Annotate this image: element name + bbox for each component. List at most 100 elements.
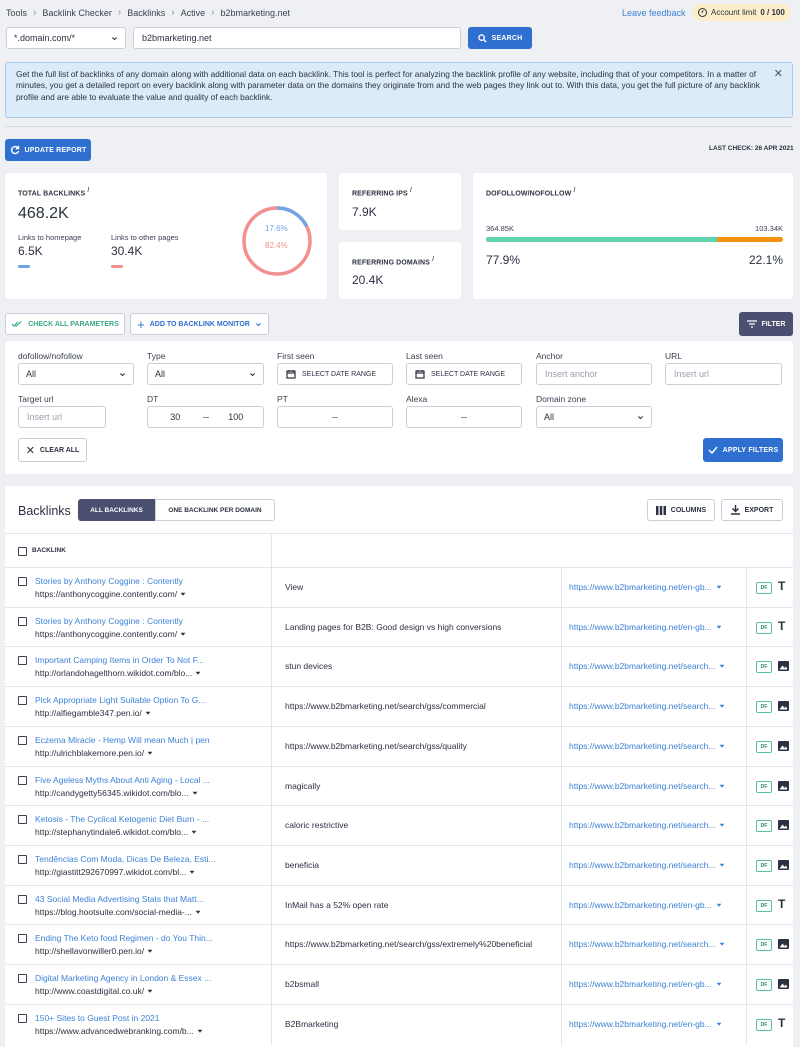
row-checkbox[interactable] <box>18 815 27 825</box>
search-input[interactable]: b2bmarketing.net <box>133 27 461 49</box>
tab-one-per-domain[interactable]: One backlink per domain <box>155 499 275 521</box>
filter-anchor-input[interactable]: Insert anchor <box>536 363 652 385</box>
breadcrumb-tools[interactable]: Tools <box>6 7 28 18</box>
target-url-group[interactable]: https://www.b2bmarketing.net/en-gb... <box>569 1019 722 1029</box>
source-url[interactable]: http://stephanytindale6.wikidot.com/blo.… <box>35 827 189 838</box>
caret-down-icon[interactable] <box>197 1028 203 1034</box>
backlink-title-link[interactable]: Tendências Com Moda, Dicas De Beleza, Es… <box>35 853 216 864</box>
filter-dt-range[interactable]: 30 100 <box>147 406 264 428</box>
filter-target-url-input[interactable]: Insert url <box>18 406 106 428</box>
source-url[interactable]: https://anthonycoggine.contently.com/ <box>35 628 178 639</box>
caret-down-icon[interactable] <box>716 981 722 987</box>
source-url-group[interactable]: https://anthonycoggine.contently.com/ <box>35 589 186 599</box>
backlink-title-link[interactable]: Important Camping Items in Order To Not … <box>35 655 204 666</box>
row-checkbox[interactable] <box>18 735 27 745</box>
filter-last-seen-range[interactable]: SELECT DATE RANGE <box>406 363 522 385</box>
target-url-group[interactable]: https://www.b2bmarketing.net/search... <box>569 781 725 791</box>
caret-down-icon[interactable] <box>191 829 197 835</box>
caret-down-icon[interactable] <box>180 631 186 637</box>
target-url-link[interactable]: https://www.b2bmarketing.net/search... <box>569 701 716 712</box>
filter-dt-to[interactable]: 100 <box>228 412 244 422</box>
target-url-link[interactable]: https://www.b2bmarketing.net/en-gb... <box>569 1018 712 1029</box>
backlink-title-link[interactable]: Pick Appropriate Light Suitable Option T… <box>35 695 206 706</box>
export-button[interactable]: Export <box>721 499 783 521</box>
add-to-monitor-button[interactable]: + Add to backlink monitor <box>130 313 269 335</box>
backlink-title-link[interactable]: Digital Marketing Agency in London & Ess… <box>35 973 212 983</box>
breadcrumb-active[interactable]: Active <box>180 7 206 18</box>
source-url[interactable]: https://www.advancedwebranking.com/b... <box>35 1025 194 1036</box>
search-button[interactable]: Search <box>468 27 532 49</box>
caret-down-icon[interactable] <box>195 909 201 915</box>
caret-down-icon[interactable] <box>716 624 722 630</box>
caret-down-icon[interactable] <box>189 869 195 875</box>
source-url[interactable]: https://blog.hootsuite.com/social-media-… <box>35 906 192 917</box>
source-url-group[interactable]: http://orlandohagelthorn.wikidot.com/blo… <box>35 668 201 678</box>
backlink-title-link[interactable]: 150+ Sites to Guest Post in 2021 <box>35 1012 160 1023</box>
source-url[interactable]: http://shellavonwiller0.pen.io/ <box>35 946 145 957</box>
source-url-group[interactable]: http://www.coastdigital.co.uk/ <box>35 986 153 996</box>
source-url-group[interactable]: http://ulrichblakemore.pen.io/ <box>35 748 153 758</box>
select-all-checkbox[interactable] <box>18 547 27 556</box>
caret-down-icon[interactable] <box>716 1021 722 1027</box>
source-url[interactable]: http://orlandohagelthorn.wikidot.com/blo… <box>35 668 193 679</box>
source-url[interactable]: http://giastitt292670997.wikidot.com/bl.… <box>35 866 187 877</box>
source-url[interactable]: http://www.coastdigital.co.uk/ <box>35 986 145 996</box>
filter-first-seen-range[interactable]: SELECT DATE RANGE <box>277 363 393 385</box>
source-url[interactable]: https://anthonycoggine.contently.com/ <box>35 589 178 599</box>
row-checkbox[interactable] <box>18 775 27 785</box>
target-url-group[interactable]: https://www.b2bmarketing.net/search... <box>569 661 725 671</box>
target-url-group[interactable]: https://www.b2bmarketing.net/search... <box>569 701 725 711</box>
target-url-group[interactable]: https://www.b2bmarketing.net/search... <box>569 820 725 830</box>
source-url-group[interactable]: https://blog.hootsuite.com/social-media-… <box>35 907 201 917</box>
caret-down-icon[interactable] <box>716 902 722 908</box>
target-url-link[interactable]: https://www.b2bmarketing.net/search... <box>569 780 716 791</box>
filter-alexa-range[interactable] <box>406 406 522 428</box>
caret-down-icon[interactable] <box>719 822 725 828</box>
caret-down-icon[interactable] <box>716 584 722 590</box>
caret-down-icon[interactable] <box>192 790 198 796</box>
backlink-title-link[interactable]: Ketosis - The Cyclical Ketogenic Diet Bu… <box>35 814 210 825</box>
apply-filters-button[interactable]: Apply filters <box>703 438 783 462</box>
target-url-link[interactable]: https://www.b2bmarketing.net/search... <box>569 661 716 672</box>
target-url-group[interactable]: https://www.b2bmarketing.net/search... <box>569 860 725 870</box>
backlink-title-link[interactable]: Stories by Anthony Coggine : Contently <box>35 576 183 586</box>
source-url[interactable]: http://candygetty56345.wikidot.com/blo..… <box>35 787 189 798</box>
target-url-group[interactable]: https://www.b2bmarketing.net/en-gb... <box>569 582 722 592</box>
row-checkbox[interactable] <box>18 854 27 864</box>
domain-mode-select[interactable]: *.domain.com/* <box>6 27 126 49</box>
caret-down-icon[interactable] <box>719 783 725 789</box>
caret-down-icon[interactable] <box>180 591 186 597</box>
filter-dt-from[interactable]: 30 <box>170 412 181 422</box>
caret-down-icon[interactable] <box>195 670 201 676</box>
source-url-group[interactable]: http://stephanytindale6.wikidot.com/blo.… <box>35 827 197 837</box>
target-url-group[interactable]: https://www.b2bmarketing.net/search... <box>569 939 725 949</box>
filter-button[interactable]: Filter <box>739 312 793 336</box>
filter-pt-range[interactable] <box>277 406 393 428</box>
row-checkbox[interactable] <box>18 974 27 983</box>
update-report-button[interactable]: Update report <box>5 139 91 161</box>
row-checkbox[interactable] <box>18 656 27 666</box>
breadcrumb-backlink-checker[interactable]: Backlink Checker <box>42 7 112 18</box>
account-limit-badge[interactable]: Account limit 0 / 100 <box>692 4 791 21</box>
source-url-group[interactable]: https://anthonycoggine.contently.com/ <box>35 629 186 639</box>
caret-down-icon[interactable] <box>147 750 153 756</box>
target-url-group[interactable]: https://www.b2bmarketing.net/en-gb... <box>569 979 722 989</box>
backlink-title-link[interactable]: Eczema Miracle - Hemp Will mean Much | p… <box>35 734 210 745</box>
caret-down-icon[interactable] <box>719 862 725 868</box>
columns-button[interactable]: Columns <box>647 499 715 521</box>
caret-down-icon[interactable] <box>147 948 153 954</box>
target-url-group[interactable]: https://www.b2bmarketing.net/en-gb... <box>569 622 722 632</box>
target-url-link[interactable]: https://www.b2bmarketing.net/search... <box>569 939 716 950</box>
caret-down-icon[interactable] <box>719 941 725 947</box>
caret-down-icon[interactable] <box>719 663 725 669</box>
target-url-link[interactable]: https://www.b2bmarketing.net/en-gb... <box>569 582 712 592</box>
close-icon[interactable]: ✕ <box>773 68 783 80</box>
source-url-group[interactable]: https://www.advancedwebranking.com/b... <box>35 1026 203 1036</box>
check-all-parameters-button[interactable]: Check all parameters <box>5 313 125 335</box>
row-checkbox[interactable] <box>18 934 27 944</box>
tab-all-backlinks[interactable]: All backlinks <box>78 499 155 521</box>
target-url-link[interactable]: https://www.b2bmarketing.net/en-gb... <box>569 979 712 989</box>
filter-type-select[interactable]: All <box>147 363 264 385</box>
source-url-group[interactable]: http://shellavonwiller0.pen.io/ <box>35 946 153 956</box>
source-url-group[interactable]: http://alfiegamble347.pen.io/ <box>35 708 151 718</box>
